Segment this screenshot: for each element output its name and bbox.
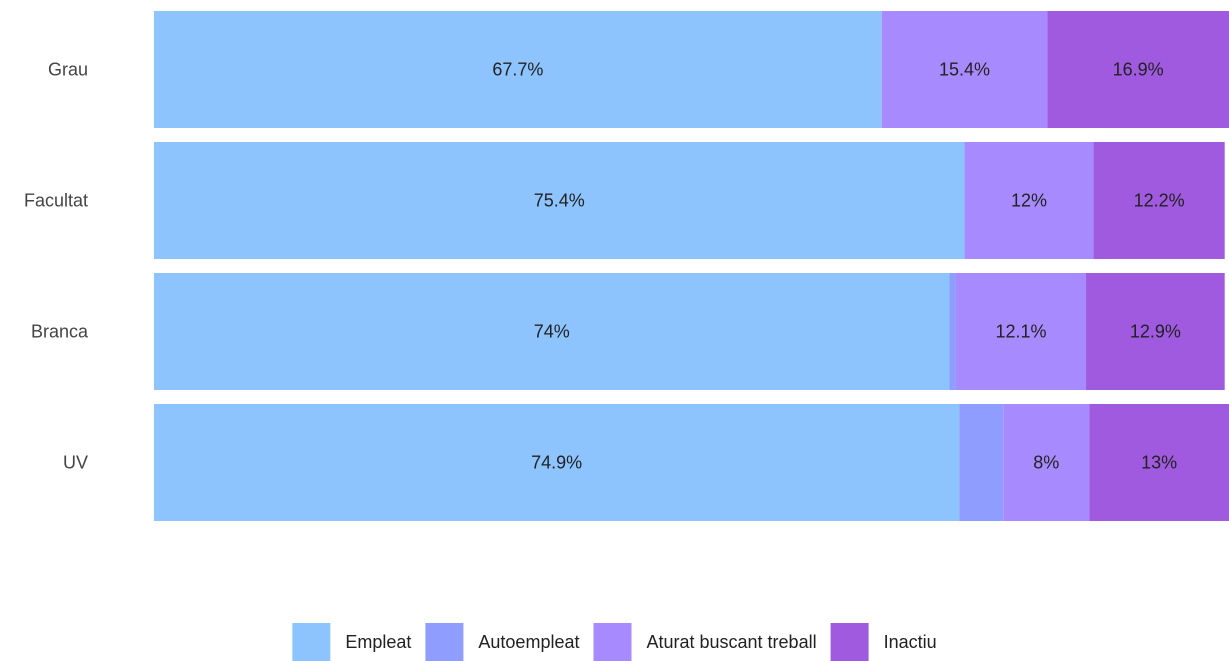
value-label-facultat-aturat-buscant-treball: 12% bbox=[1011, 191, 1047, 211]
value-label-grau-aturat-buscant-treball: 15.4% bbox=[939, 60, 990, 80]
legend-swatch-autoempleat bbox=[425, 623, 464, 661]
bar-branca-autoempleat bbox=[949, 273, 956, 390]
bar-branca-aturat-buscant-treball bbox=[955, 273, 1087, 390]
value-label-grau-empleat: 67.7% bbox=[492, 60, 543, 80]
bar-facultat-inactiu bbox=[1093, 142, 1225, 259]
category-label-uv: UV bbox=[63, 453, 88, 473]
bar-grau-aturat-buscant-treball bbox=[881, 11, 1048, 128]
bar-uv-aturat-buscant-treball bbox=[1003, 404, 1090, 521]
value-label-grau-inactiu: 16.9% bbox=[1113, 60, 1164, 80]
bars-layer bbox=[154, 11, 1229, 521]
legend-swatch-empleat bbox=[292, 623, 331, 661]
bar-uv-empleat bbox=[154, 404, 960, 521]
value-label-branca-empleat: 74% bbox=[534, 322, 570, 342]
legend-swatch-aturat-buscant-treball bbox=[593, 623, 632, 661]
bar-uv-autoempleat bbox=[959, 404, 1004, 521]
legend-label-empleat: Empleat bbox=[345, 632, 411, 652]
value-label-facultat-inactiu: 12.2% bbox=[1134, 191, 1185, 211]
bar-facultat-empleat bbox=[154, 142, 965, 259]
legend-label-aturat-buscant-treball: Aturat buscant treball bbox=[646, 632, 816, 652]
value-label-branca-aturat-buscant-treball: 12.1% bbox=[995, 322, 1046, 342]
category-labels: Grau Facultat Branca UV bbox=[24, 60, 89, 473]
legend-swatch-inactiu bbox=[830, 623, 869, 661]
bar-grau-empleat bbox=[154, 11, 882, 128]
value-label-uv-aturat-buscant-treball: 8% bbox=[1033, 453, 1059, 473]
category-label-branca: Branca bbox=[31, 322, 89, 342]
value-label-uv-inactiu: 13% bbox=[1141, 453, 1177, 473]
bar-grau-inactiu bbox=[1047, 11, 1229, 128]
value-label-uv-empleat: 74.9% bbox=[531, 453, 582, 473]
bar-facultat-aturat-buscant-treball bbox=[964, 142, 1094, 259]
category-label-grau: Grau bbox=[48, 60, 88, 80]
value-labels: 67.7% 15.4% 16.9% 75.4% 12% 12.2% 74% 12.1% 12.9… bbox=[492, 60, 1184, 473]
category-label-facultat: Facultat bbox=[24, 191, 88, 211]
bar-branca-inactiu bbox=[1086, 273, 1225, 390]
legend: Empleat Autoempleat Aturat buscant treball… bbox=[292, 623, 937, 661]
bar-branca-empleat bbox=[154, 273, 950, 390]
value-label-branca-inactiu: 12.9% bbox=[1130, 322, 1181, 342]
bar-uv-inactiu bbox=[1089, 404, 1229, 521]
value-label-facultat-empleat: 75.4% bbox=[534, 191, 585, 211]
legend-label-inactiu: Inactiu bbox=[884, 632, 937, 652]
legend-label-autoempleat: Autoempleat bbox=[478, 632, 579, 652]
